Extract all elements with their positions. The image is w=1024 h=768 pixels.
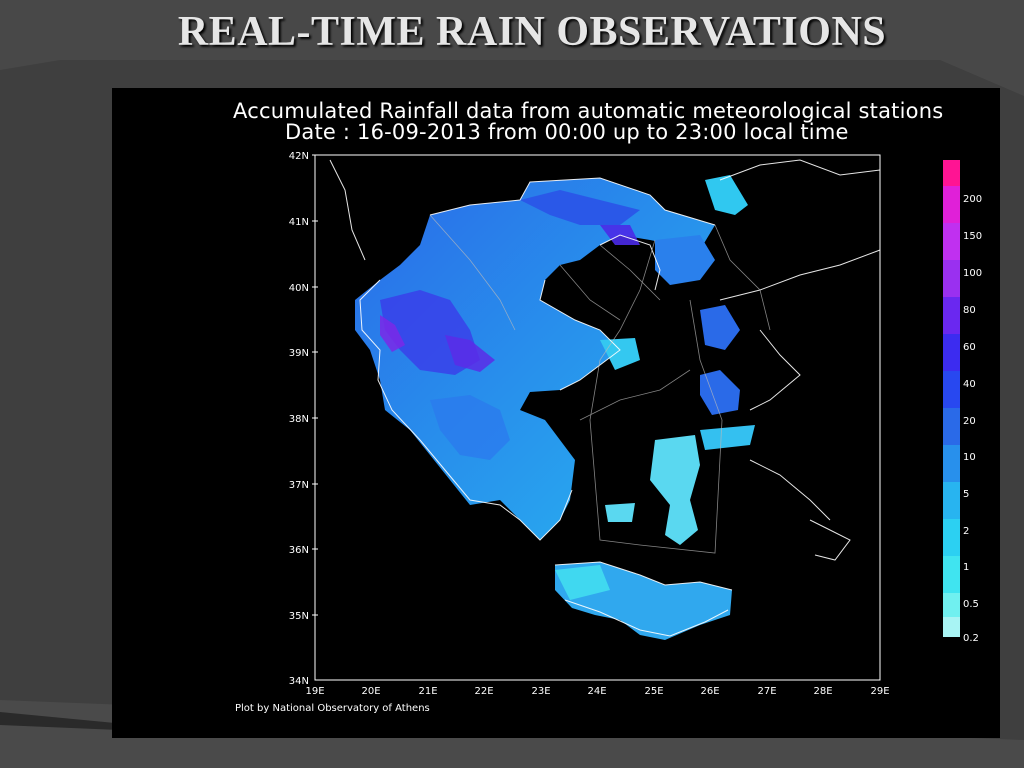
legend-label-1: 1 <box>963 562 969 573</box>
lat-label-38n: 38N <box>289 414 309 425</box>
plot-title-line1: Accumulated Rainfall data from automatic… <box>233 99 944 123</box>
legend-swatch-40 <box>943 334 960 371</box>
legend-swatch-1 <box>943 519 960 556</box>
lon-label-24e: 24E <box>587 686 606 697</box>
legend-label-5: 5 <box>963 489 969 500</box>
lat-label-35n: 35N <box>289 611 309 622</box>
lon-label-20e: 20E <box>361 686 380 697</box>
lat-label-37n: 37N <box>289 480 309 491</box>
slide-title: REAL-TIME RAIN OBSERVATIONS <box>177 9 887 55</box>
lon-label-22e: 22E <box>474 686 493 697</box>
legend-swatch-80 <box>943 260 960 297</box>
legend-label-2: 2 <box>963 526 969 537</box>
legend-label-40: 40 <box>963 379 976 390</box>
plot-credit: Plot by National Observatory of Athens <box>235 703 430 714</box>
lat-label-36n: 36N <box>289 545 309 556</box>
lon-label-27e: 27E <box>757 686 776 697</box>
longitude-axis: 19E 20E 21E 22E 23E 24E 25E 26E 27E 28E … <box>305 686 889 697</box>
lon-label-29e: 29E <box>870 686 889 697</box>
latitude-axis: 42N 41N 40N 39N 38N 37N 36N 35N 34N <box>289 151 318 687</box>
lon-label-23e: 23E <box>531 686 550 697</box>
plot-title-line2: Date : 16-09-2013 from 00:00 up to 23:00… <box>285 120 849 144</box>
lon-label-25e: 25E <box>644 686 663 697</box>
lon-label-19e: 19E <box>305 686 324 697</box>
legend-swatch-20 <box>943 371 960 408</box>
legend-swatch-150 <box>943 186 960 223</box>
legend-label-20: 20 <box>963 416 976 427</box>
legend-label-200: 200 <box>963 194 982 205</box>
legend-swatch-0-5 <box>943 556 960 593</box>
lon-label-28e: 28E <box>813 686 832 697</box>
legend-label-0-5: 0.5 <box>963 599 979 610</box>
lat-label-39n: 39N <box>289 348 309 359</box>
legend-label-80: 80 <box>963 305 976 316</box>
legend-swatch-0-2 <box>943 593 960 617</box>
legend-label-100: 100 <box>963 268 982 279</box>
legend-swatch-10 <box>943 408 960 445</box>
legend-swatch-200plus <box>943 160 960 186</box>
borders <box>429 214 771 554</box>
lon-label-26e: 26E <box>700 686 719 697</box>
lat-label-41n: 41N <box>289 217 309 228</box>
legend-label-0-2: 0.2 <box>963 633 979 644</box>
legend-swatch-min <box>943 617 960 637</box>
lat-label-42n: 42N <box>289 151 309 162</box>
rainfall-legend: 200 150 100 80 60 40 20 10 5 2 1 0.5 0.2 <box>943 160 982 644</box>
legend-label-150: 150 <box>963 231 982 242</box>
legend-swatch-100 <box>943 223 960 260</box>
coastlines <box>329 159 881 637</box>
rainfall-field <box>355 175 755 640</box>
legend-label-10: 10 <box>963 452 976 463</box>
legend-label-60: 60 <box>963 342 976 353</box>
lat-label-40n: 40N <box>289 283 309 294</box>
legend-swatch-60 <box>943 297 960 334</box>
legend-swatch-2 <box>943 482 960 519</box>
legend-swatch-5 <box>943 445 960 482</box>
lon-label-21e: 21E <box>418 686 437 697</box>
lat-label-34n: 34N <box>289 676 309 687</box>
